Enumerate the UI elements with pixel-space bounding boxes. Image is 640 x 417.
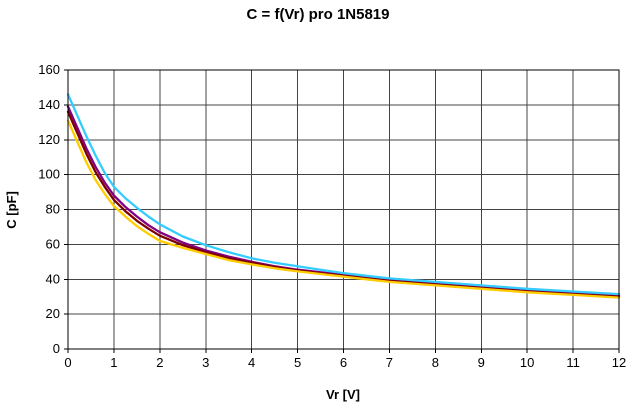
x-tick-label: 2 xyxy=(156,355,163,370)
x-tick-label: 10 xyxy=(520,355,534,370)
y-tick-label: 20 xyxy=(46,306,60,321)
x-tick-label: 4 xyxy=(248,355,255,370)
y-tick-label: 120 xyxy=(38,132,60,147)
x-tick-label: 3 xyxy=(202,355,209,370)
x-tick-label: 6 xyxy=(340,355,347,370)
gridlines xyxy=(67,69,620,350)
x-tick-label: 12 xyxy=(612,355,626,370)
y-tick-label: 40 xyxy=(46,271,60,286)
y-axis-label: C [pF] xyxy=(4,191,19,229)
y-tick-label: 100 xyxy=(38,167,60,182)
x-tick-label: 9 xyxy=(478,355,485,370)
series-line-curve-yellow xyxy=(66,119,621,299)
y-tick-label: 80 xyxy=(46,202,60,217)
x-tick-label: 0 xyxy=(64,355,71,370)
y-tick-label: 160 xyxy=(38,62,60,77)
x-axis-label: Vr [V] xyxy=(326,387,360,402)
y-tick-label: 0 xyxy=(53,341,60,356)
y-tick-label: 140 xyxy=(38,97,60,112)
chart-title: C = f(Vr) pro 1N5819 xyxy=(247,6,390,23)
series-line-curve-cyan xyxy=(66,93,621,296)
x-tick-label: 1 xyxy=(110,355,117,370)
y-tick-label: 60 xyxy=(46,236,60,251)
x-tick-label: 5 xyxy=(294,355,301,370)
x-tick-label: 11 xyxy=(566,355,580,370)
x-tick-label: 7 xyxy=(386,355,393,370)
x-tick-label: 8 xyxy=(432,355,439,370)
series-lines xyxy=(66,93,621,299)
